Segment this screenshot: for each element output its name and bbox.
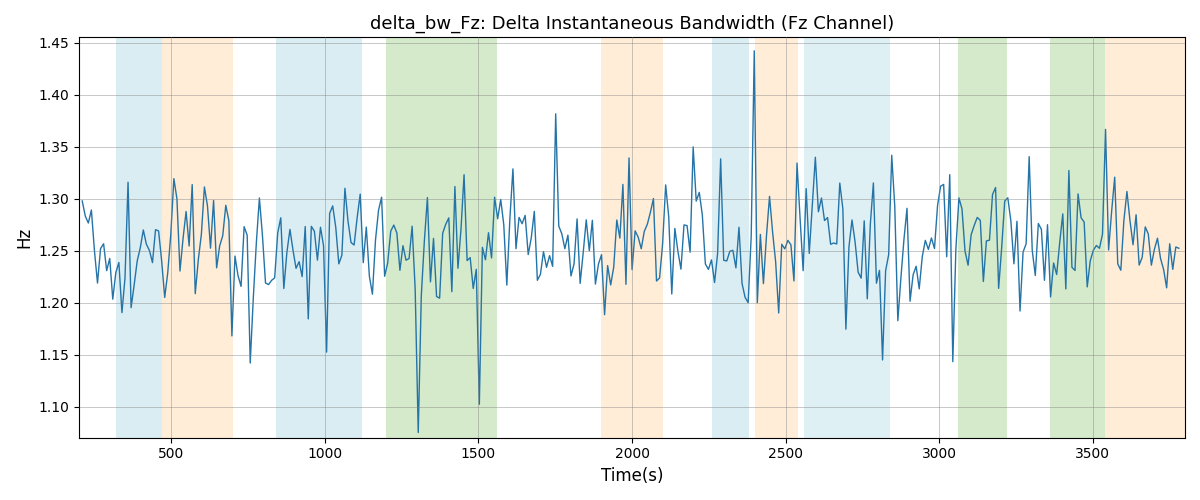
- Bar: [958, 38, 1007, 438]
- Bar: [1050, 38, 1105, 438]
- Bar: [755, 38, 798, 438]
- Bar: [601, 38, 662, 438]
- Bar: [712, 38, 749, 438]
- Bar: [386, 38, 497, 438]
- Title: delta_bw_Fz: Delta Instantaneous Bandwidth (Fz Channel): delta_bw_Fz: Delta Instantaneous Bandwid…: [370, 15, 894, 34]
- Bar: [276, 38, 325, 438]
- Bar: [325, 38, 361, 438]
- Bar: [162, 38, 233, 438]
- Bar: [116, 38, 162, 438]
- X-axis label: Time(s): Time(s): [601, 467, 664, 485]
- Y-axis label: Hz: Hz: [14, 227, 32, 248]
- Bar: [1105, 38, 1186, 438]
- Bar: [804, 38, 890, 438]
